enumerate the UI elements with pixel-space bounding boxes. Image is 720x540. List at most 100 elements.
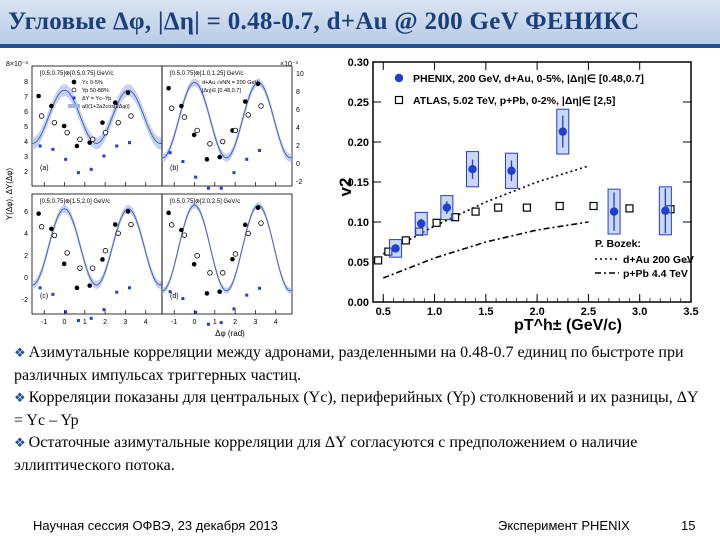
corr-yc-point	[217, 289, 222, 295]
v2-x-tick-label: 3.0	[632, 306, 647, 318]
corr-y-tick-label: 0	[24, 275, 28, 282]
v2-atlas-point	[522, 203, 531, 212]
slide-title: Угловые Δφ, |Δη| = 0.48-0.7, d+Au @ 200 …	[0, 0, 720, 44]
corr-yc-point	[125, 90, 131, 95]
corr-dy-point	[64, 310, 68, 314]
corr-yp-point	[207, 141, 213, 147]
corr-yc-point	[255, 205, 261, 211]
corr-x-tick-label: 0	[193, 319, 197, 326]
corr-dy-point	[219, 186, 223, 190]
corr-y-tick-label: 6	[24, 209, 28, 216]
corr-y-tick-label: 4	[24, 139, 28, 146]
corr-yc-point	[74, 285, 80, 291]
corr-yp-point	[64, 129, 70, 136]
corr-yc-point	[166, 85, 171, 91]
bullet-list: ❖ Азимутальные корреляции между адронами,…	[14, 342, 710, 477]
corr-yc-point	[242, 99, 248, 104]
corr-dy-point	[181, 297, 185, 301]
v2-x-tick-label: 1.5	[478, 306, 493, 318]
corr-yp-point	[38, 224, 45, 230]
corr-yc-point	[230, 256, 235, 262]
v2-phenix-point	[507, 166, 516, 175]
corr-dy-point	[206, 186, 210, 190]
v2-theory-curve	[382, 221, 589, 279]
corr-yp-point	[115, 230, 121, 236]
bullet-text: Корреляции показаны для центральных (Yc)…	[14, 389, 698, 429]
corr-yp-point	[102, 248, 109, 254]
corr-dy-point	[245, 157, 249, 161]
corr-yp-point	[51, 119, 58, 126]
corr-yc-point	[242, 222, 248, 228]
corr-yp-point	[258, 103, 264, 109]
v2-x-tick-label: 0.5	[376, 306, 391, 318]
v2-phenix-point	[442, 203, 452, 212]
corr-dy-point	[206, 322, 210, 326]
corr-x-tick-label: 4	[144, 319, 148, 326]
corr-yc-point	[49, 226, 54, 232]
v2-atlas-point	[432, 218, 441, 227]
corr-y-tick-label: 8	[24, 79, 28, 86]
v2-x-tick-label: 1.0	[427, 306, 442, 318]
corr-dy-point	[128, 286, 131, 290]
corr-x-tick-label: 2	[233, 319, 237, 326]
corr-yp-point	[168, 105, 175, 111]
corr-x-axis-label: Δφ (rad)	[215, 329, 245, 338]
corr-dy-point	[51, 147, 55, 151]
v2-theory-legend-label: p+Pb 4.4 TeV	[623, 268, 688, 280]
v2-atlas-point	[625, 204, 634, 213]
corr-yc-point	[74, 143, 80, 149]
corr-dy-point	[89, 167, 93, 171]
corr-x-tick-label: -1	[41, 319, 47, 326]
corr-legend-marker	[68, 104, 80, 108]
bullet-item: ❖ Остаточные азимутальные корреляции для …	[14, 432, 710, 477]
corr-yc-point	[112, 222, 118, 227]
v2-phenix-point	[661, 206, 670, 215]
corr-fit-curve	[161, 204, 293, 292]
v2-x-tick-label: 2.5	[581, 306, 596, 318]
corr-yc-point	[61, 261, 67, 267]
corr-dy-point	[76, 319, 80, 323]
corr-dy-point	[181, 160, 185, 164]
corr-dy-point	[102, 308, 106, 312]
corr-extra-label: |Δη|∈ [0.48,0.7]	[202, 87, 241, 94]
corr-x-tick-label: 3	[123, 319, 127, 326]
corr-x-tick-label: -1	[171, 319, 177, 326]
corr-yp-point	[115, 119, 121, 126]
diamond-bullet-icon: ❖	[14, 346, 26, 361]
v2-x-axis-label: pT^h± (GeV/c)	[514, 317, 622, 334]
corr-dy-point	[51, 292, 55, 296]
corr-legend-label: Yp 50-88%	[82, 88, 109, 94]
corr-y-tick-label: -2	[22, 297, 28, 304]
corr-subpanel-letter: (c)	[40, 293, 48, 300]
corr-yp-point	[168, 222, 175, 228]
corr-dy-point	[219, 321, 223, 325]
v2-atlas-point	[401, 236, 410, 245]
corr-yp-point	[89, 265, 96, 271]
corr-yp-point	[232, 251, 239, 257]
v2-y-tick-label: 0.05	[348, 257, 369, 269]
corr-dy-point	[38, 144, 42, 148]
v2-atlas-point	[555, 201, 564, 211]
corr-y-tick-label-right: 10	[296, 71, 304, 78]
corr-dy-point	[245, 293, 249, 297]
corr-dy-point	[258, 148, 261, 152]
corr-yc-point	[125, 209, 131, 214]
corr-y-scale-label-right: ×10⁻³	[280, 61, 299, 68]
corr-yc-point	[204, 291, 210, 296]
corr-x-tick-label: 1	[83, 319, 87, 326]
corr-legend-label: a0(1+2a2cos(2Δφ))	[82, 104, 130, 110]
corr-dy-point	[258, 286, 261, 290]
corr-yc-point	[61, 123, 67, 129]
corr-y-tick-label: 5	[24, 124, 28, 131]
corr-yc-point	[36, 93, 41, 99]
corr-yp-point	[77, 265, 83, 271]
corr-x-tick-label: 3	[253, 319, 257, 326]
v2-atlas-point	[384, 247, 393, 256]
corr-fit-curve	[31, 89, 163, 144]
footer-session: Научная сессия ОФВЭ, 23 декабря 2013	[33, 518, 278, 533]
corr-dy-point	[38, 286, 42, 290]
corr-yp-point	[245, 112, 251, 118]
corr-y-tick-label: 3	[24, 154, 28, 161]
footer: Научная сессия ОФВЭ, 23 декабря 2013 Экс…	[0, 508, 720, 540]
corr-yp-point	[194, 127, 200, 134]
